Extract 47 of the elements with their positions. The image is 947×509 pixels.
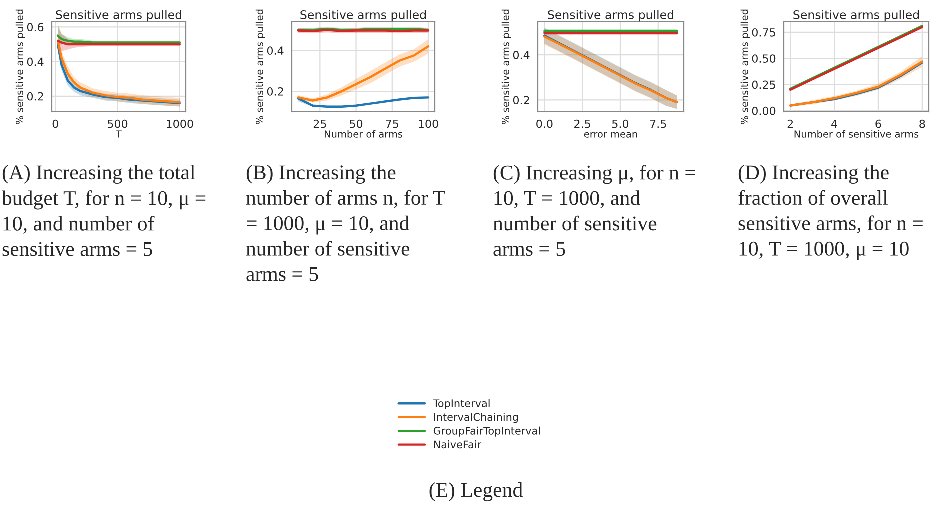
x-tick-label: 75 [386, 120, 398, 128]
y-tick-label: 0.25 [752, 80, 776, 90]
legend-label: TopInterval [433, 399, 490, 410]
x-axis-title: Number of sensitive arms [794, 130, 919, 138]
y-tick-label: 0.2 [27, 92, 44, 101]
x-tick-label: 2.5 [574, 120, 590, 128]
x-tick-label: 0.0 [536, 120, 553, 128]
y-tick-label: 0.4 [27, 58, 44, 66]
text: (D) Increasing the fraction of overall sensitive arms, for n = 10, T = 1000, μ = 10 [738, 165, 923, 260]
x-tick-label: 6 [876, 120, 882, 128]
y-tick-label: 0.4 [513, 50, 530, 60]
x-tick-label: 2 [788, 120, 794, 128]
x-axis-title: Number of arms [324, 130, 402, 138]
y-tick-label: 0.6 [27, 23, 44, 32]
text: (E) Legend [430, 482, 523, 502]
x-tick-label: 8 [920, 120, 926, 128]
chart-title: Sensitive arms pulled [300, 10, 426, 22]
y-axis-title: % sensitive arms pulled [740, 10, 750, 124]
x-tick-label: 500 [108, 120, 128, 128]
legend-label: NaiveFair [434, 440, 482, 449]
x-tick-label: 1000 [166, 120, 194, 128]
text: (A) Increasing the total budget T, for n = 10, μ = 10, and number of sensitive arms = 5 [2, 165, 206, 256]
x-tick-label: 5.0 [612, 120, 629, 128]
text: (B) Increasing the number of arms n, for T = 1000, μ = 10, and number of sensitive arms = 5 [246, 165, 446, 282]
y-tick-label: 0.4 [267, 46, 284, 56]
x-tick-label: 4 [832, 120, 838, 128]
y-tick-label: 0.2 [513, 96, 530, 105]
y-tick-label: 0.75 [752, 28, 776, 37]
x-tick-label: 0 [52, 120, 58, 128]
chart-title: Sensitive arms pulled [794, 10, 920, 22]
text: (C) Increasing μ, for n = 10, T = 1000, and number of sensitive arms = 5 [493, 165, 696, 256]
legend-label: IntervalChaining [434, 413, 518, 424]
y-tick-label: 0.00 [752, 106, 776, 116]
y-axis-title: % sensitive arms pulled [256, 10, 266, 124]
legend-label: GroupFairTopInterval [434, 426, 540, 437]
y-axis-title: % sensitive arms pulled [502, 10, 512, 124]
x-tick-label: 25 [314, 120, 326, 128]
y-tick-label: 0.50 [752, 54, 776, 64]
y-tick-label: 0.2 [267, 88, 284, 96]
chart-title: Sensitive arms pulled [548, 10, 674, 22]
chart-title: Sensitive arms pulled [56, 10, 182, 22]
y-axis-title: % sensitive arms pulled [16, 10, 26, 124]
x-tick-label: 7.5 [650, 120, 666, 128]
x-tick-label: 50 [350, 120, 363, 128]
x-axis-title: T [116, 130, 122, 138]
x-axis-title: error mean [584, 132, 638, 138]
x-tick-label: 100 [419, 120, 438, 128]
